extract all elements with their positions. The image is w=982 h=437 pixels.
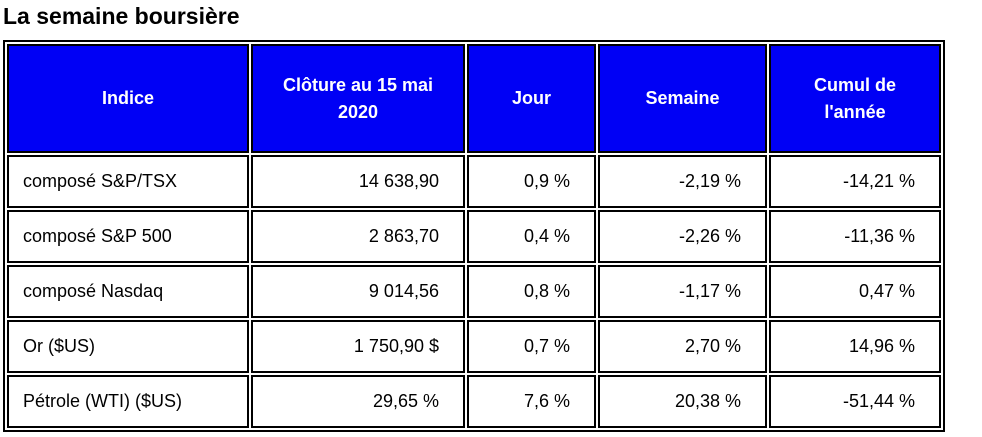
header-row: Indice Clôture au 15 mai 2020 Jour Semai… [7, 44, 941, 153]
week-cell: 20,38 % [598, 375, 767, 428]
table-row: composé Nasdaq 9 014,56 0,8 % -1,17 % 0,47 % [7, 265, 941, 318]
week-cell: -2,19 % [598, 155, 767, 208]
index-cell: composé Nasdaq [7, 265, 249, 318]
close-cell: 2 863,70 [251, 210, 465, 263]
day-cell: 7,6 % [467, 375, 596, 428]
close-cell: 14 638,90 [251, 155, 465, 208]
ytd-cell: 14,96 % [769, 320, 941, 373]
index-cell: composé S&P/TSX [7, 155, 249, 208]
table-row: Or ($US) 1 750,90 $0,7 % 2,70 % 14,96 % [7, 320, 941, 373]
page-title: La semaine boursière [3, 3, 240, 29]
ytd-cell: -14,21 % [769, 155, 941, 208]
table-row: composé S&P/TSX 14 638,90 0,9 % -2,19 % -14,… [7, 155, 941, 208]
ytd-cell: -51,44 % [769, 375, 941, 428]
header-ytd: Cumul de l'année [769, 44, 941, 153]
header-week: Semaine [598, 44, 767, 153]
close-cell: 29,65 % [251, 375, 465, 428]
close-cell: 1 750,90 $ [251, 320, 465, 373]
day-cell: 0,8 % [467, 265, 596, 318]
ytd-cell: 0,47 % [769, 265, 941, 318]
close-cell: 9 014,56 [251, 265, 465, 318]
header-close: Clôture au 15 mai 2020 [251, 44, 465, 153]
index-cell: Pétrole (WTI) ($US) [7, 375, 249, 428]
header-index: Indice [7, 44, 249, 153]
table-row: composé S&P 500 2 863,70 0,4 % -2,26 % -11,3… [7, 210, 941, 263]
day-cell: 0,9 % [467, 155, 596, 208]
day-cell: 0,4 % [467, 210, 596, 263]
header-day: Jour [467, 44, 596, 153]
index-cell: composé S&P 500 [7, 210, 249, 263]
table-row: Pétrole (WTI) ($US) 29,65 % 7,6 % 20,38 % -5… [7, 375, 941, 428]
day-cell: 0,7 % [467, 320, 596, 373]
week-cell: 2,70 % [598, 320, 767, 373]
market-table: Indice Clôture au 15 mai 2020 Jour Semai… [3, 40, 945, 432]
ytd-cell: -11,36 % [769, 210, 941, 263]
week-cell: -2,26 % [598, 210, 767, 263]
week-cell: -1,17 % [598, 265, 767, 318]
index-cell: Or ($US) [7, 320, 249, 373]
